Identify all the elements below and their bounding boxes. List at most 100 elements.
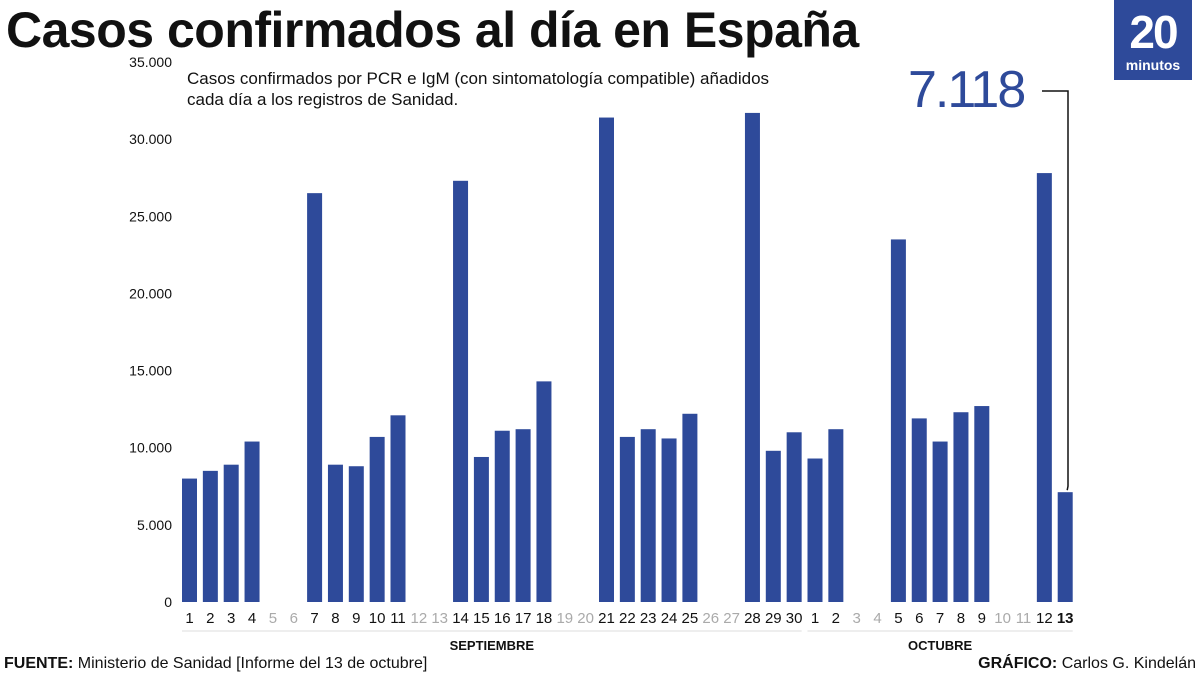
x-tick-label: 7 (310, 610, 318, 627)
bar-day-7 (307, 193, 323, 602)
highlight-value: 7.118 (908, 61, 1026, 119)
x-tick-label: 20 (577, 610, 594, 627)
label-layer: 1 2 3 4 5 6 7 8 9 10 11 12 13 14 15 16 17 18 19 20 21 22 23 24 2… (182, 610, 1074, 653)
x-tick-label: 11 (390, 610, 406, 627)
x-tick-label: 6 (290, 610, 298, 627)
x-tick-label: 2 (206, 610, 214, 627)
bar-day-29 (765, 450, 781, 602)
bar-day-25 (682, 413, 698, 602)
bar-day-17 (515, 429, 531, 602)
x-tick-label: 1 (811, 610, 819, 627)
axis-layer: 0 5.000 10.000 15.000 20.000 25.000 30.000 35.0… (129, 54, 172, 610)
x-tick-label: 6 (915, 610, 923, 627)
bar-day-15 (473, 456, 489, 602)
x-tick-label: 23 (640, 610, 657, 627)
credit-note: GRÁFICO: Carlos G. Kindelán (978, 654, 1196, 674)
bar-day-39 (974, 406, 990, 602)
highlight-callout-line (1042, 90, 1069, 491)
month-label: SEPTIEMBRE (450, 638, 535, 653)
x-tick-label: 4 (873, 610, 881, 627)
x-tick-label: 13 (431, 610, 448, 627)
x-tick-label: 15 (473, 610, 490, 627)
bar-day-42 (1036, 173, 1052, 603)
bar-day-37 (932, 441, 948, 602)
y-tick-label: 15.000 (129, 363, 172, 379)
bar-day-43 (1057, 492, 1073, 602)
bar-day-3 (223, 464, 239, 602)
x-tick-label: 27 (723, 610, 740, 627)
x-tick-label: 7 (936, 610, 944, 627)
y-tick-label: 10.000 (129, 440, 172, 456)
bar-day-18 (536, 381, 552, 602)
bar-day-35 (890, 239, 906, 602)
source-note: FUENTE: Ministerio de Sanidad [Informe d… (4, 654, 427, 674)
bar-day-16 (494, 430, 510, 602)
month-label: OCTUBRE (908, 638, 973, 653)
x-tick-label: 8 (331, 610, 339, 627)
x-tick-label: 25 (682, 610, 699, 627)
logo-number: 20 (1129, 6, 1178, 58)
bar-layer (182, 112, 1073, 603)
credit-label: GRÁFICO: (978, 655, 1058, 672)
bar-day-22 (619, 436, 635, 602)
y-tick-label: 0 (164, 594, 172, 610)
bar-day-23 (640, 429, 656, 602)
y-tick-label: 30.000 (129, 131, 172, 147)
x-tick-label: 8 (957, 610, 965, 627)
x-tick-label: 10 (994, 610, 1011, 627)
bar-day-4 (244, 441, 260, 602)
x-tick-label: 12 (1036, 610, 1053, 627)
source-label: FUENTE: (4, 655, 74, 672)
x-tick-label: 26 (702, 610, 719, 627)
bar-day-14 (453, 180, 469, 603)
bar-day-21 (599, 117, 614, 603)
x-tick-label: 1 (185, 610, 193, 627)
x-tick-label: 5 (894, 610, 902, 627)
bar-day-24 (661, 438, 677, 602)
brand-logo: 20 minutos (1114, 0, 1192, 80)
logo-word: minutos (1125, 57, 1181, 73)
x-tick-label: 13 (1057, 610, 1074, 627)
bar-day-32 (828, 429, 844, 602)
bar-day-31 (807, 458, 823, 602)
x-tick-label: 12 (411, 610, 428, 627)
x-tick-label: 29 (765, 610, 782, 627)
x-tick-label: 3 (227, 610, 235, 627)
x-tick-label: 21 (598, 610, 615, 627)
x-tick-label: 17 (515, 610, 532, 627)
x-tick-label: 24 (661, 610, 678, 627)
x-tick-label: 9 (978, 610, 986, 627)
y-tick-label: 5.000 (137, 517, 172, 533)
x-tick-label: 19 (556, 610, 573, 627)
credit-text: Carlos G. Kindelán (1061, 655, 1196, 672)
x-tick-label: 9 (352, 610, 360, 627)
source-text: Ministerio de Sanidad [Informe del 13 de… (77, 655, 428, 672)
x-tick-label: 5 (269, 610, 277, 627)
bar-day-11 (390, 415, 406, 602)
x-tick-label: 4 (248, 610, 256, 627)
x-tick-label: 11 (1016, 610, 1032, 627)
bar-day-8 (327, 464, 343, 602)
chart-title: Casos confirmados al día en España (6, 2, 859, 58)
x-tick-label: 22 (619, 610, 636, 627)
y-tick-label: 25.000 (129, 208, 172, 224)
bar-day-30 (786, 432, 802, 602)
x-tick-label: 3 (853, 610, 861, 627)
y-tick-label: 20.000 (129, 285, 172, 301)
chart-subtitle: Casos confirmados por PCR e IgM (con sin… (187, 69, 770, 109)
x-tick-label: 28 (744, 610, 761, 627)
bar-day-10 (369, 436, 385, 602)
x-tick-label: 10 (369, 610, 386, 627)
bar-day-36 (911, 418, 927, 602)
x-tick-label: 30 (786, 610, 803, 627)
x-tick-label: 18 (536, 610, 553, 627)
x-tick-label: 2 (832, 610, 840, 627)
y-tick-label: 35.000 (129, 54, 172, 70)
bar-day-28 (744, 112, 760, 603)
x-tick-label: 16 (494, 610, 511, 627)
bar-day-38 (953, 412, 969, 602)
bar-day-1 (182, 478, 197, 602)
bar-day-2 (202, 470, 218, 602)
bar-day-9 (348, 466, 364, 602)
